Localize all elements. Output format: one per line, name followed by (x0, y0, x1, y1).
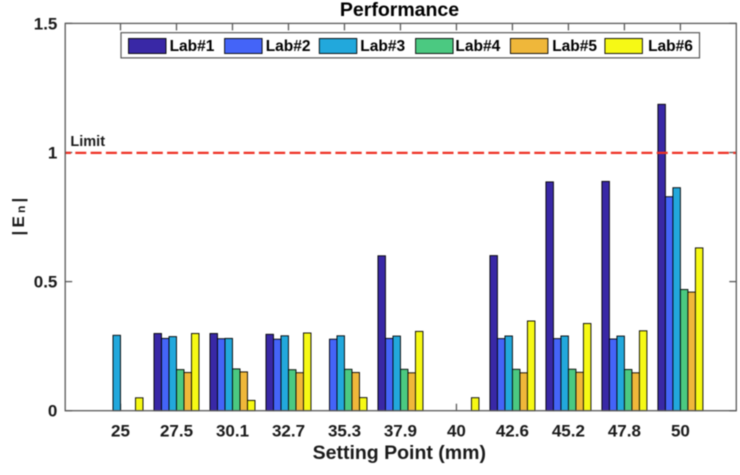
svg-text:Lab#6: Lab#6 (648, 38, 693, 55)
svg-text:42.6: 42.6 (496, 422, 529, 441)
svg-text:|En|: |En| (9, 195, 28, 236)
svg-text:32.7: 32.7 (272, 422, 305, 441)
svg-text:40: 40 (447, 422, 466, 441)
svg-text:45.2: 45.2 (552, 422, 585, 441)
svg-text:Lab#3: Lab#3 (360, 38, 405, 55)
svg-text:Lab#4: Lab#4 (455, 38, 500, 55)
svg-text:25: 25 (111, 422, 130, 441)
svg-text:30.1: 30.1 (216, 422, 249, 441)
svg-text:37.9: 37.9 (384, 422, 417, 441)
svg-text:27.5: 27.5 (160, 422, 193, 441)
svg-text:47.8: 47.8 (608, 422, 641, 441)
svg-text:Lab#2: Lab#2 (266, 38, 311, 55)
svg-text:1.5: 1.5 (34, 14, 58, 33)
svg-text:Setting Point (mm): Setting Point (mm) (313, 442, 486, 464)
svg-text:0: 0 (48, 402, 57, 421)
svg-text:Performance: Performance (340, 0, 459, 21)
svg-text:0.5: 0.5 (34, 273, 58, 292)
svg-text:Lab#1: Lab#1 (170, 38, 215, 55)
svg-text:1: 1 (48, 143, 57, 162)
svg-text:35.3: 35.3 (328, 422, 361, 441)
svg-text:Lab#5: Lab#5 (552, 38, 597, 55)
svg-text:50: 50 (671, 422, 690, 441)
svg-text:Limit: Limit (70, 134, 105, 150)
